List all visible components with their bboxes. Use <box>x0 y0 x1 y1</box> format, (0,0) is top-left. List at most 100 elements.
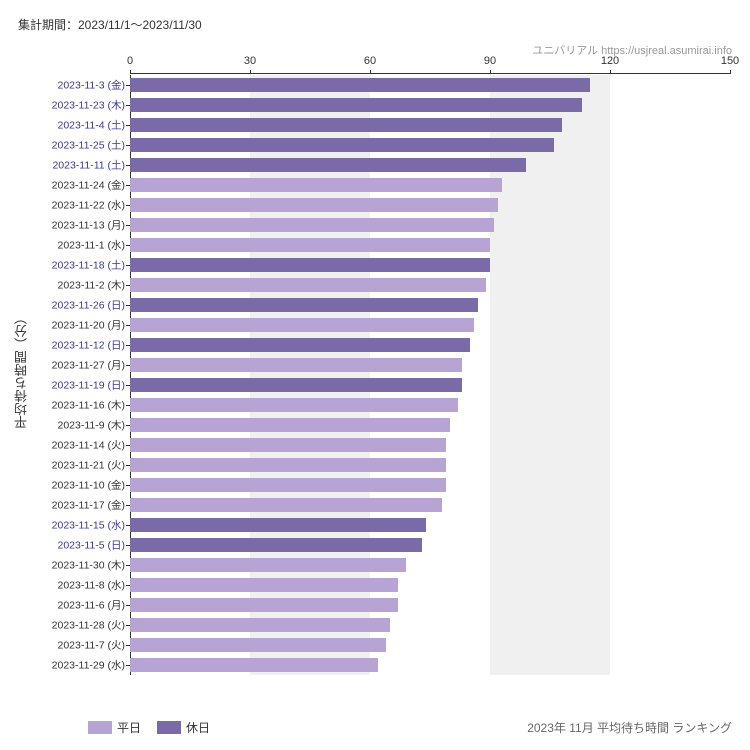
x-tick-label: 150 <box>721 55 739 67</box>
bar-label: 2023-11-24 (金) <box>10 178 125 193</box>
bar <box>130 258 490 272</box>
bar <box>130 138 554 152</box>
bar-row: 2023-11-15 (水) <box>130 515 730 535</box>
bar-row: 2023-11-23 (木) <box>130 95 730 115</box>
bar <box>130 638 386 652</box>
bar-label: 2023-11-18 (土) <box>10 258 125 273</box>
bar-label: 2023-11-26 (日) <box>10 298 125 313</box>
bar-row: 2023-11-12 (日) <box>130 335 730 355</box>
footer-title: 2023年 11月 平均待ち時間 ランキング <box>527 719 732 736</box>
bar-row: 2023-11-4 (土) <box>130 115 730 135</box>
bar-row: 2023-11-14 (火) <box>130 435 730 455</box>
bar-label: 2023-11-7 (火) <box>10 638 125 653</box>
bar-row: 2023-11-3 (金) <box>130 75 730 95</box>
bar-row: 2023-11-21 (火) <box>130 455 730 475</box>
bar-row: 2023-11-27 (月) <box>130 355 730 375</box>
legend-label-holiday: 休日 <box>186 719 210 736</box>
bar-label: 2023-11-14 (火) <box>10 438 125 453</box>
bar-label: 2023-11-17 (金) <box>10 498 125 513</box>
bar-label: 2023-11-15 (水) <box>10 518 125 533</box>
bar <box>130 178 502 192</box>
legend-label-weekday: 平日 <box>117 719 141 736</box>
bar-label: 2023-11-30 (木) <box>10 558 125 573</box>
bar <box>130 418 450 432</box>
legend-item-holiday: 休日 <box>157 719 210 736</box>
bar <box>130 118 562 132</box>
bar-label: 2023-11-10 (金) <box>10 478 125 493</box>
bar-label: 2023-11-19 (日) <box>10 378 125 393</box>
bar-row: 2023-11-8 (水) <box>130 575 730 595</box>
bar-label: 2023-11-13 (月) <box>10 218 125 233</box>
legend: 平日 休日 <box>88 719 210 736</box>
bar <box>130 318 474 332</box>
bar-row: 2023-11-6 (月) <box>130 595 730 615</box>
bar-label: 2023-11-4 (土) <box>10 118 125 133</box>
bar-label: 2023-11-23 (木) <box>10 98 125 113</box>
bar-label: 2023-11-27 (月) <box>10 358 125 373</box>
bar-row: 2023-11-30 (木) <box>130 555 730 575</box>
bar-label: 2023-11-16 (木) <box>10 398 125 413</box>
bar-row: 2023-11-19 (日) <box>130 375 730 395</box>
bar-row: 2023-11-17 (金) <box>130 495 730 515</box>
x-tick-mark <box>730 70 731 74</box>
legend-swatch-holiday <box>157 721 181 734</box>
bar <box>130 578 398 592</box>
x-axis <box>130 73 730 74</box>
bar-row: 2023-11-2 (木) <box>130 275 730 295</box>
bar-row: 2023-11-5 (日) <box>130 535 730 555</box>
bar-label: 2023-11-8 (水) <box>10 578 125 593</box>
bar-label: 2023-11-21 (火) <box>10 458 125 473</box>
bar <box>130 558 406 572</box>
bar <box>130 158 526 172</box>
bar <box>130 598 398 612</box>
bar-row: 2023-11-10 (金) <box>130 475 730 495</box>
bar <box>130 458 446 472</box>
bar-row: 2023-11-29 (水) <box>130 655 730 675</box>
bar <box>130 78 590 92</box>
bar-row: 2023-11-16 (木) <box>130 395 730 415</box>
bars-container: 2023-11-3 (金)2023-11-23 (木)2023-11-4 (土)… <box>130 75 730 675</box>
bar-label: 2023-11-12 (日) <box>10 338 125 353</box>
legend-swatch-weekday <box>88 721 112 734</box>
bar <box>130 618 390 632</box>
bar-label: 2023-11-29 (水) <box>10 658 125 673</box>
bar <box>130 538 422 552</box>
aggregation-period: 集計期間：2023/11/1～2023/11/30 <box>18 16 202 33</box>
bar-label: 2023-11-28 (火) <box>10 618 125 633</box>
bar-row: 2023-11-20 (月) <box>130 315 730 335</box>
x-tick-label: 90 <box>484 55 496 67</box>
bar-row: 2023-11-25 (土) <box>130 135 730 155</box>
legend-item-weekday: 平日 <box>88 719 141 736</box>
bar-label: 2023-11-6 (月) <box>10 598 125 613</box>
bar-row: 2023-11-26 (日) <box>130 295 730 315</box>
bar <box>130 218 494 232</box>
bar-row: 2023-11-28 (火) <box>130 615 730 635</box>
x-tick-label: 120 <box>601 55 619 67</box>
bar-row: 2023-11-18 (土) <box>130 255 730 275</box>
bar-label: 2023-11-9 (木) <box>10 418 125 433</box>
bar <box>130 658 378 672</box>
bar-row: 2023-11-11 (土) <box>130 155 730 175</box>
bar <box>130 438 446 452</box>
x-tick-label: 60 <box>364 55 376 67</box>
chart: 0306090120150 2023-11-3 (金)2023-11-23 (木… <box>130 55 730 675</box>
bar <box>130 518 426 532</box>
bar-label: 2023-11-5 (日) <box>10 538 125 553</box>
bar <box>130 358 462 372</box>
bar-row: 2023-11-7 (火) <box>130 635 730 655</box>
bar-label: 2023-11-3 (金) <box>10 78 125 93</box>
bar-row: 2023-11-9 (木) <box>130 415 730 435</box>
bar <box>130 378 462 392</box>
bar-label: 2023-11-22 (水) <box>10 198 125 213</box>
bar <box>130 98 582 112</box>
bar <box>130 338 470 352</box>
bar <box>130 238 490 252</box>
bar-label: 2023-11-2 (木) <box>10 278 125 293</box>
bar <box>130 498 442 512</box>
bar-row: 2023-11-22 (水) <box>130 195 730 215</box>
bar-label: 2023-11-1 (水) <box>10 238 125 253</box>
bar-label: 2023-11-20 (月) <box>10 318 125 333</box>
x-tick-label: 30 <box>244 55 256 67</box>
bar-label: 2023-11-11 (土) <box>10 158 125 173</box>
bar-row: 2023-11-13 (月) <box>130 215 730 235</box>
